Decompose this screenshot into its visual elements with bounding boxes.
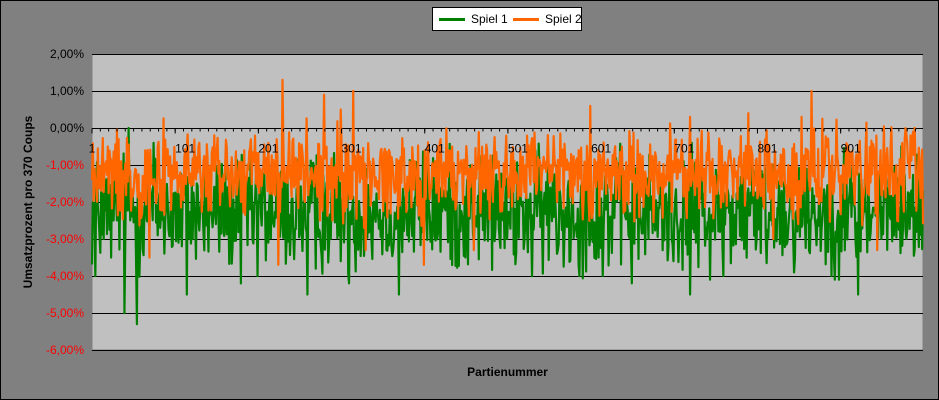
y-axis-title: Umsatzprozent pro 370 Coups [21,115,35,288]
y-tick-label: -4,00% [46,269,84,283]
y-tick-label: -6,00% [46,343,84,357]
y-tick-label: 0,00% [50,121,84,135]
x-axis-title: Partienummer [467,365,548,379]
legend-label-spiel-2: Spiel 2 [545,12,582,26]
legend: Spiel 1 Spiel 2 [432,7,582,31]
legend-swatch-spiel-2 [513,18,539,21]
x-tick-label: 101 [175,142,195,156]
y-tick-label: -2,00% [46,195,84,209]
x-tick-label: 801 [757,142,777,156]
x-tick-label: 901 [841,142,861,156]
y-tick-label: 1,00% [50,84,84,98]
x-tick-label: 701 [674,142,694,156]
y-tick-label: -1,00% [46,158,84,172]
series-line-spiel-2 [90,78,925,266]
x-tick-label: 601 [591,142,611,156]
y-tick-label: -3,00% [46,232,84,246]
x-tick-label: 301 [342,142,362,156]
legend-swatch-spiel-1 [439,18,465,21]
x-tick-label: 401 [425,142,445,156]
x-tick-label: 201 [258,142,278,156]
y-tick-label: -5,00% [46,306,84,320]
y-tick-label: 2,00% [50,47,84,61]
x-tick-label: 501 [508,142,528,156]
x-tick-label: 1 [89,142,96,156]
legend-label-spiel-1: Spiel 1 [471,12,508,26]
